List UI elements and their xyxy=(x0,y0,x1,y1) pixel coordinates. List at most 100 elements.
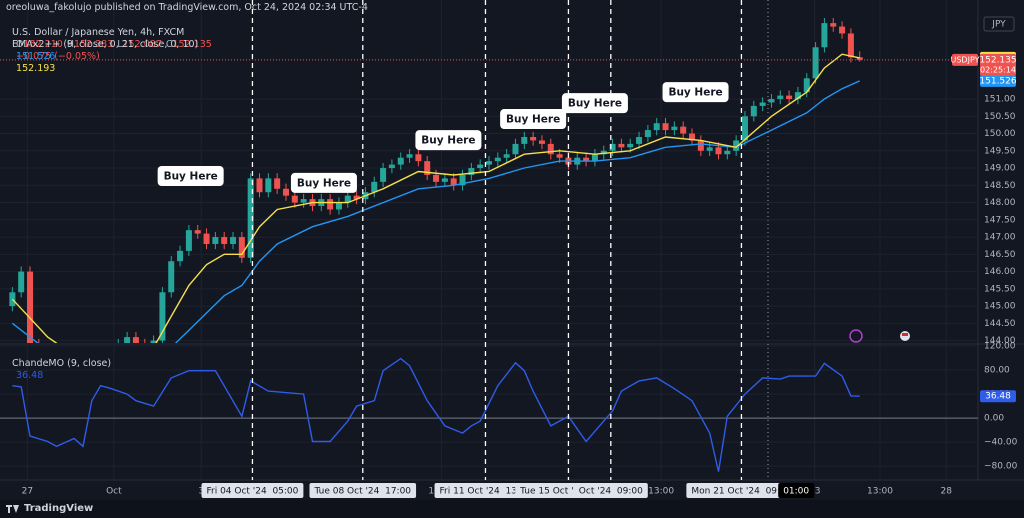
candle-body xyxy=(547,143,554,155)
symbol-tag: USDJPY xyxy=(951,55,980,64)
candle-body xyxy=(494,157,501,162)
indicator-value: 152.193 xyxy=(16,63,56,74)
candle-body xyxy=(503,154,510,158)
candle-body xyxy=(697,140,704,151)
candle-body xyxy=(830,23,837,27)
candle-body xyxy=(380,168,387,182)
candle-body xyxy=(168,261,175,293)
marker-label-box xyxy=(201,483,304,498)
ohlc-key: H xyxy=(66,39,74,50)
candle-body xyxy=(821,23,828,48)
y-tick-label: 148.50 xyxy=(984,181,1016,191)
candle-body xyxy=(786,95,793,100)
candle-body xyxy=(627,143,634,148)
annotation-text: Buy Here xyxy=(164,170,218,182)
marker-label: Fri 04 Oct '24 05:00 xyxy=(206,487,298,497)
candle-body xyxy=(477,164,484,169)
y-tick-label: 146.00 xyxy=(984,267,1016,277)
y-tick-label: 145.50 xyxy=(984,284,1016,294)
annotation-text: Buy Here xyxy=(421,135,475,147)
candle-body xyxy=(644,130,651,137)
ema-tag: 151.526 xyxy=(979,76,1016,86)
last-price: 152.135 xyxy=(979,55,1016,65)
last-price-box xyxy=(980,53,1016,76)
candle-body xyxy=(768,99,775,103)
candle-body xyxy=(803,78,810,93)
candle-body xyxy=(230,237,237,244)
y-tick-label: 80.00 xyxy=(984,366,1010,376)
candle-body xyxy=(433,174,440,182)
candle-body xyxy=(247,178,254,258)
y-tick-label: 149.00 xyxy=(984,164,1016,174)
candle-body xyxy=(856,57,863,60)
symbol-title: U.S. Dollar / Japanese Yen, 4h, FXCM xyxy=(12,27,185,38)
y-tick-label: 146.50 xyxy=(984,250,1016,260)
oscillator-tag-box xyxy=(980,390,1016,403)
marker-label: Oct '24 09:00 xyxy=(579,487,643,497)
candle-body xyxy=(600,150,607,155)
x-tick-label: 27 xyxy=(22,487,33,497)
candle-body xyxy=(812,47,819,79)
event-icon[interactable] xyxy=(849,329,863,343)
ohlc-value: 152.135 xyxy=(172,39,212,50)
overlay: Fri 04 Oct '24 05:00 Tue 08 Oct '24 17:00… xyxy=(0,0,1017,498)
candle-body xyxy=(185,230,192,251)
annotation-bubble xyxy=(561,93,628,114)
price-legend: U.S. Dollar / Japanese Yen, 4h, FXCM O 15… xyxy=(6,15,212,63)
marker-label: Tue 15 Oct '24 09:00 xyxy=(519,487,617,497)
candle-body xyxy=(662,123,669,131)
ohlc-key: L xyxy=(117,39,123,50)
candle-body xyxy=(530,136,537,141)
candle-body xyxy=(847,33,854,58)
annotation-text: Buy Here xyxy=(568,98,622,110)
candle-body xyxy=(741,116,748,141)
annotation-bubble xyxy=(290,172,357,193)
candle-body xyxy=(27,271,34,343)
candle-body xyxy=(132,337,139,343)
candle-body xyxy=(591,154,598,162)
y-tick-label: 145.00 xyxy=(984,302,1016,312)
ema-tag-box xyxy=(980,74,1016,87)
x-tick-label: 28 xyxy=(940,487,952,497)
candle-body xyxy=(468,168,475,175)
y-tick-label: 150.50 xyxy=(984,112,1016,122)
marker-label-box xyxy=(573,483,648,498)
x-tick-label: 3 xyxy=(198,487,204,497)
candle-body xyxy=(653,123,660,131)
oscillator-name: ChandeMO (9, close) xyxy=(12,358,112,369)
marker-label-box xyxy=(686,483,797,498)
candle-body xyxy=(300,199,307,203)
candle-body xyxy=(238,237,245,258)
candle-body xyxy=(609,143,616,151)
indicator-legend: EMAx2++ (9, close, 0, 21, close, 0, 10) … xyxy=(6,27,198,75)
ema-line xyxy=(11,53,860,343)
ohlc-key: O xyxy=(16,39,24,50)
candle-body xyxy=(221,237,228,244)
currency-box[interactable] xyxy=(983,16,1015,32)
candle-body xyxy=(671,126,678,131)
candle-body xyxy=(750,105,757,117)
candle-body xyxy=(18,271,25,293)
candle-body xyxy=(777,95,784,100)
candle-body xyxy=(9,292,16,307)
grid: 144.00 144.50 145.00 145.50 146.00 146.50 147.… xyxy=(0,0,1018,497)
x-tick-label: Oct xyxy=(106,487,122,497)
candle-body xyxy=(194,230,201,234)
annotation-text: Buy Here xyxy=(506,114,560,126)
oscillator-legend: ChandeMO (9, close) 36.48 xyxy=(6,346,111,382)
symbol-tag-box xyxy=(952,53,978,66)
candle-body xyxy=(335,202,342,210)
ohlc-value: 152.383 xyxy=(73,39,114,50)
annotation-bubble xyxy=(157,165,224,186)
candle-body xyxy=(388,164,395,169)
candle-body xyxy=(680,126,687,134)
oscillator-value: 36.48 xyxy=(16,370,44,381)
currency: JPY xyxy=(991,20,1006,30)
candle-body xyxy=(397,157,404,165)
candle-body xyxy=(618,143,625,148)
candle-body xyxy=(282,188,289,196)
marker-label: Mon 21 Oct '24 09:00 xyxy=(691,487,791,497)
current-time-label-box xyxy=(778,483,815,498)
